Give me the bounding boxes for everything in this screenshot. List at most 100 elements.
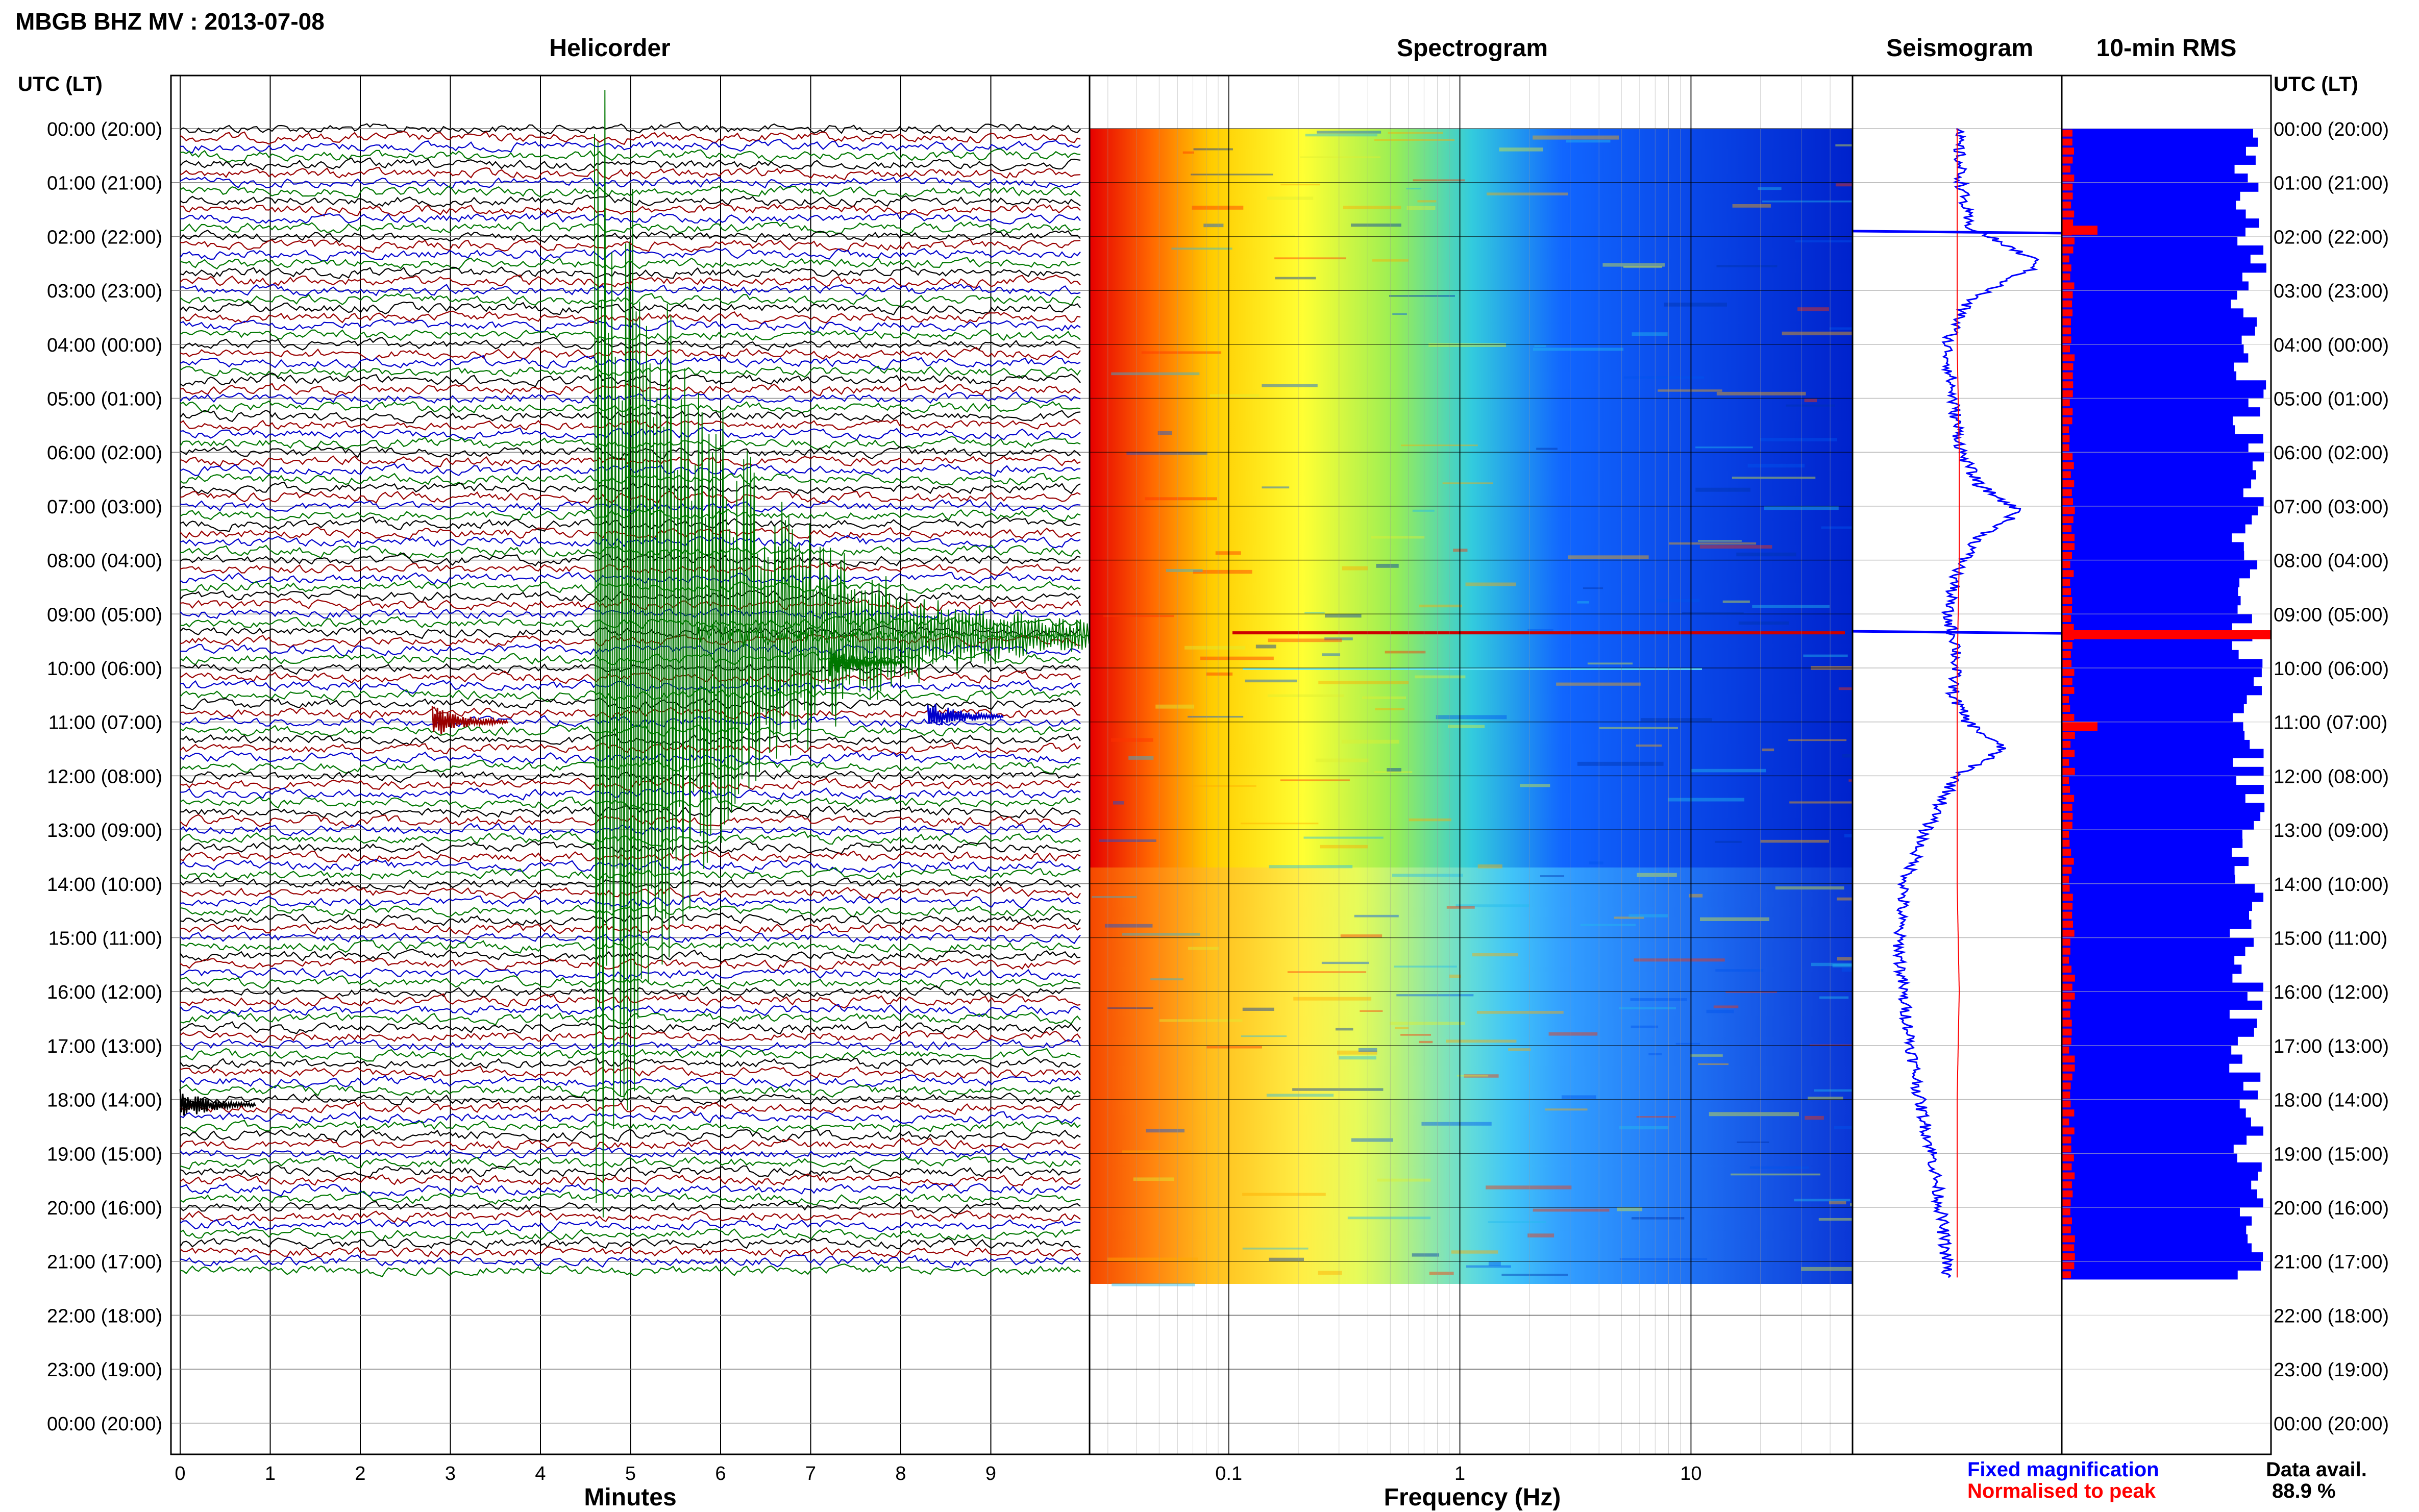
spectrogram-streak	[1699, 917, 1770, 921]
rms-bar-fixed	[2062, 731, 2245, 740]
helicorder-trace	[180, 949, 1081, 963]
spectrogram-streak	[1318, 681, 1409, 684]
spectrogram-streak	[1834, 1126, 1853, 1129]
spectrogram-streak	[1808, 1097, 1843, 1100]
rms-bar-fixed	[2062, 326, 2255, 336]
helicorder-trace	[180, 463, 1081, 477]
spectrogram-x-tick: 0.1	[1215, 1463, 1242, 1484]
rms-bar-normalised	[2062, 246, 2074, 254]
rms-bar-normalised	[2062, 525, 2072, 532]
rms-bar-normalised	[2062, 1181, 2072, 1188]
spectrogram-streak	[1850, 1203, 1853, 1206]
spectrogram-streak	[1320, 845, 1368, 849]
spectrogram-streak	[1442, 482, 1493, 484]
spectrogram-streak	[1375, 708, 1405, 710]
helicorder-event-small	[431, 706, 509, 735]
helicorder-trace	[180, 1137, 1081, 1151]
spectrogram-streak	[1242, 1007, 1274, 1011]
rms-bar-normalised	[2062, 201, 2071, 209]
time-tick-right: 13:00 (09:00)	[2274, 820, 2389, 841]
helicorder-panel: 0 1 2 3 4 5 6 7 8 9 Minutes	[170, 75, 1322, 1511]
helicorder-x-tick: 2	[355, 1463, 365, 1484]
spectrogram-streak	[1695, 487, 1750, 492]
rms-bar-normalised	[2062, 965, 2072, 973]
rms-bar-normalised	[2062, 165, 2071, 173]
spectrogram-streak	[1614, 916, 1644, 919]
helicorder-trace	[180, 481, 1081, 495]
spectrogram-streak	[1415, 675, 1466, 679]
rms-bar-fixed	[2062, 1225, 2247, 1235]
rms-peak	[2062, 722, 2097, 731]
spectrogram-streak	[1446, 906, 1475, 909]
rms-bar-normalised	[2062, 1145, 2071, 1153]
spectrogram-streak	[1241, 1035, 1287, 1037]
rms-bar-fixed	[2062, 1009, 2230, 1019]
rms-bar-normalised	[2062, 354, 2075, 362]
spectrogram-streak	[1303, 836, 1384, 839]
helicorder-trace	[180, 454, 1081, 467]
spectrogram-streak	[1385, 651, 1426, 654]
spectrogram-streak	[1837, 957, 1853, 961]
time-tick-right: 21:00 (17:00)	[2274, 1252, 2389, 1273]
helicorder-trace	[180, 1111, 1081, 1124]
rms-bar-fixed	[2062, 910, 2249, 920]
helicorder-event-coda	[696, 624, 1165, 647]
helicorder-trace	[180, 391, 1081, 405]
spectrogram-event-line-2	[1243, 668, 1702, 670]
spectrogram-streak	[1339, 1056, 1376, 1060]
spectrogram-streak	[1412, 1253, 1440, 1257]
rms-bar-fixed	[2062, 739, 2250, 750]
rms-bar-normalised	[2062, 138, 2072, 146]
spectrogram-streak	[1150, 978, 1183, 981]
spectrogram-streak	[1540, 875, 1565, 877]
seismogram-spike	[1852, 630, 2062, 635]
spectrogram-streak	[1697, 540, 1742, 542]
rms-bar-fixed	[2062, 1243, 2252, 1253]
rms-bar-fixed	[2062, 1063, 2230, 1073]
rms-bar-fixed	[2062, 1270, 2238, 1280]
spectrogram-streak	[1400, 1034, 1431, 1036]
rms-bar-fixed	[2062, 129, 2253, 138]
spectrogram-streak	[1844, 834, 1853, 837]
spectrogram-streak	[1737, 1141, 1769, 1143]
spectrogram-streak	[1749, 1166, 1809, 1169]
spectrogram-streak	[1561, 1095, 1596, 1099]
rms-panel	[2061, 75, 2272, 1455]
rms-bar-normalised	[2062, 156, 2073, 164]
rms-bar-fixed	[2062, 1000, 2262, 1010]
rms-bar-normalised	[2062, 866, 2072, 874]
rms-bar-fixed	[2062, 146, 2246, 156]
spectrogram-streak	[1841, 968, 1853, 972]
time-tick-right: 14:00 (10:00)	[2274, 874, 2389, 896]
spectrogram-streak	[1775, 886, 1844, 890]
rms-bar-fixed	[2062, 856, 2249, 866]
rms-bar-fixed	[2062, 254, 2251, 264]
rms-bar-fixed	[2062, 937, 2254, 947]
helicorder-trace	[180, 185, 1081, 199]
helicorder-trace	[180, 1200, 1081, 1214]
helicorder-trace	[180, 266, 1081, 279]
rms-bar-fixed	[2062, 281, 2249, 291]
spectrogram-streak	[1533, 135, 1619, 140]
rms-bar-normalised	[2062, 1001, 2071, 1009]
rms-bar-fixed	[2062, 1189, 2257, 1199]
spectrogram-streak	[1436, 715, 1507, 720]
helicorder-trace	[180, 301, 1081, 316]
spectrogram-streak	[1392, 313, 1407, 315]
rms-bar-fixed	[2062, 614, 2252, 624]
rms-bar-fixed	[2062, 749, 2264, 758]
rms-bar-normalised	[2062, 983, 2072, 991]
rms-bar-fixed	[2062, 1019, 2257, 1028]
rms-bar-normalised	[2062, 399, 2070, 407]
rms-bar-fixed	[2062, 803, 2265, 812]
rms-bar-normalised	[2062, 767, 2075, 775]
helicorder-trace	[180, 167, 1081, 181]
rms-bar-fixed	[2062, 865, 2235, 875]
spectrogram-streak	[1157, 431, 1172, 435]
rms-bar-fixed	[2062, 389, 2264, 399]
rms-bar-normalised	[2062, 938, 2070, 946]
spectrogram-streak	[1725, 991, 1777, 993]
time-tick-right: 01:00 (21:00)	[2274, 173, 2389, 194]
spectrogram-title: Spectrogram	[1397, 35, 1548, 62]
time-tick-left: 21:00 (17:00)	[47, 1252, 162, 1273]
